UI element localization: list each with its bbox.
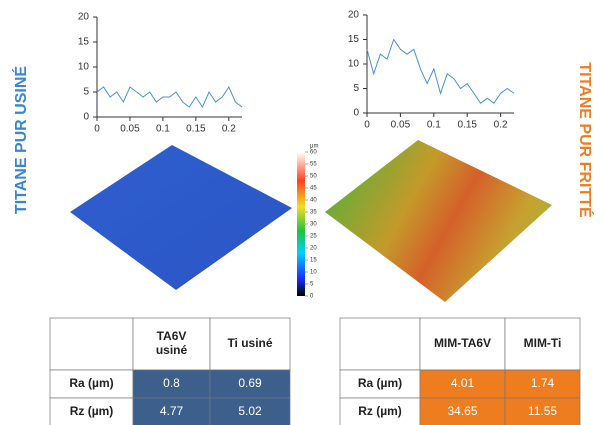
table-cell bbox=[49, 317, 134, 371]
table-cell bbox=[49, 397, 134, 425]
table-value: 0.8 bbox=[163, 376, 180, 390]
table-value: 34.65 bbox=[447, 404, 477, 418]
x-tick-label: 0.15 bbox=[186, 124, 206, 135]
color-unit: µm bbox=[310, 144, 318, 150]
table-value: 1.74 bbox=[531, 376, 555, 390]
y-tick-label: 10 bbox=[78, 62, 90, 73]
table-value: 5.02 bbox=[238, 404, 262, 418]
y-tick-label: 20 bbox=[348, 10, 360, 21]
table-cell bbox=[419, 317, 506, 371]
table-cell bbox=[504, 369, 581, 399]
color-tick-label: 55 bbox=[310, 162, 317, 168]
table-cell bbox=[504, 317, 581, 371]
table-cell bbox=[339, 397, 421, 425]
table-header: MIM-Ti bbox=[524, 336, 562, 350]
row-label: Rz (µm) bbox=[70, 404, 114, 418]
x-tick-label: 0.1 bbox=[427, 120, 441, 131]
x-tick-label: 0.2 bbox=[494, 120, 508, 131]
color-tick-label: 0 bbox=[310, 294, 314, 300]
table-cell bbox=[132, 317, 211, 371]
side-label: TITANE PUR USINÉ bbox=[11, 66, 30, 214]
surface-image bbox=[325, 140, 552, 302]
row-label: Ra (µm) bbox=[358, 376, 402, 390]
row-label: Rz (µm) bbox=[358, 404, 402, 418]
x-tick-label: 0.2 bbox=[222, 124, 236, 135]
color-tick-label: 45 bbox=[310, 186, 317, 192]
table-cell bbox=[504, 397, 581, 425]
side-label: TITANE PUR FRITTÉ bbox=[576, 62, 595, 218]
x-tick-label: 0.15 bbox=[457, 120, 477, 131]
table-value: 4.77 bbox=[160, 404, 184, 418]
y-tick-label: 5 bbox=[83, 87, 89, 98]
color-tick-label: 5 bbox=[310, 282, 314, 288]
color-tick-label: 25 bbox=[310, 234, 317, 240]
color-tick-label: 50 bbox=[310, 174, 317, 180]
y-tick-label: 10 bbox=[348, 59, 360, 70]
table-value: 11.55 bbox=[528, 404, 557, 418]
color-tick-label: 30 bbox=[310, 222, 317, 228]
line-series bbox=[96, 85, 243, 109]
table-value: 0.69 bbox=[238, 376, 262, 390]
table-header: Ti usiné bbox=[227, 336, 272, 350]
y-tick-label: 15 bbox=[78, 37, 90, 48]
line-series bbox=[366, 38, 515, 104]
color-tick-label: 35 bbox=[310, 210, 317, 216]
table-cell bbox=[339, 317, 421, 371]
table-cell bbox=[209, 397, 291, 425]
table-value: 4.01 bbox=[451, 376, 475, 390]
color-bar bbox=[297, 152, 305, 296]
y-tick-label: 15 bbox=[348, 34, 360, 45]
color-tick-label: 15 bbox=[310, 258, 317, 264]
table-header: TA6V usiné bbox=[156, 329, 188, 357]
y-tick-label: 0 bbox=[83, 112, 89, 123]
x-tick-label: 0.05 bbox=[391, 120, 411, 131]
color-tick-label: 40 bbox=[310, 198, 317, 204]
table-cell bbox=[209, 369, 291, 399]
color-tick-label: 20 bbox=[310, 246, 317, 252]
row-label: Ra (µm) bbox=[69, 376, 113, 390]
y-tick-label: 5 bbox=[353, 83, 359, 94]
table-cell bbox=[209, 317, 291, 371]
color-tick-label: 60 bbox=[310, 150, 317, 156]
y-tick-label: 0 bbox=[353, 108, 359, 119]
table-cell bbox=[132, 369, 211, 399]
table-header: MIM-TA6V bbox=[434, 336, 491, 350]
x-tick-label: 0.05 bbox=[120, 124, 140, 135]
surface-image bbox=[70, 145, 292, 290]
x-tick-label: 0 bbox=[94, 124, 100, 135]
table-cell bbox=[419, 397, 506, 425]
x-tick-label: 0 bbox=[364, 120, 370, 131]
color-tick-label: 10 bbox=[310, 270, 317, 276]
x-tick-label: 0.1 bbox=[156, 124, 170, 135]
y-tick-label: 20 bbox=[78, 12, 90, 23]
